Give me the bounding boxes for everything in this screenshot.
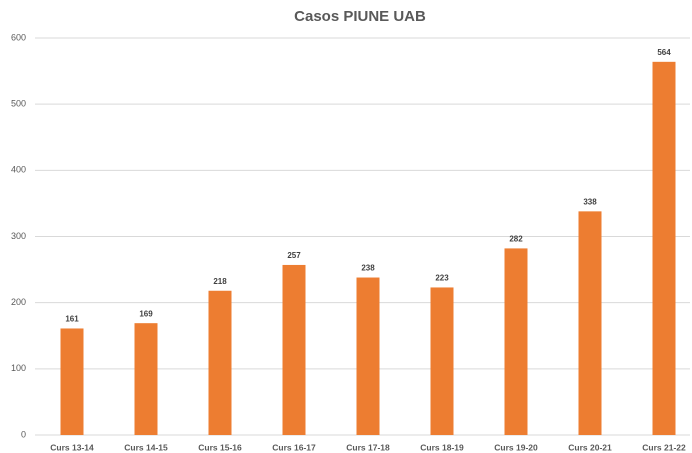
value-label: 238 — [361, 264, 375, 273]
chart-title: Casos PIUNE UAB — [294, 8, 426, 25]
bar — [134, 323, 158, 435]
y-tick-label: 0 — [21, 429, 26, 439]
value-label: 169 — [139, 309, 153, 318]
y-tick-label: 500 — [11, 99, 26, 109]
value-label: 338 — [583, 197, 597, 206]
y-tick-label: 300 — [11, 231, 26, 241]
x-tick-label: Curs 18-19 — [420, 442, 464, 452]
y-tick-label: 600 — [11, 32, 26, 42]
bar — [356, 277, 380, 435]
x-tick-label: Curs 14-15 — [124, 442, 168, 452]
bar — [282, 264, 306, 435]
x-tick-label: Curs 16-17 — [272, 442, 316, 452]
bar — [208, 290, 232, 435]
y-tick-label: 200 — [11, 297, 26, 307]
value-label: 282 — [509, 235, 523, 244]
x-tick-label: Curs 17-18 — [346, 442, 390, 452]
bar — [652, 61, 676, 435]
y-tick-label: 400 — [11, 165, 26, 175]
value-label: 223 — [435, 274, 449, 283]
y-tick-label: 100 — [11, 363, 26, 373]
value-label: 257 — [287, 251, 301, 260]
value-label: 564 — [657, 48, 671, 57]
x-tick-label: Curs 15-16 — [198, 442, 242, 452]
bar — [504, 248, 528, 435]
x-tick-label: Curs 20-21 — [568, 442, 612, 452]
x-tick-label: Curs 19-20 — [494, 442, 538, 452]
bar — [60, 328, 84, 435]
x-tick-label: Curs 13-14 — [50, 442, 94, 452]
value-label: 218 — [213, 277, 227, 286]
x-tick-label: Curs 21-22 — [642, 442, 686, 452]
value-label: 161 — [65, 315, 79, 324]
bar — [430, 287, 454, 435]
bar — [578, 211, 602, 435]
